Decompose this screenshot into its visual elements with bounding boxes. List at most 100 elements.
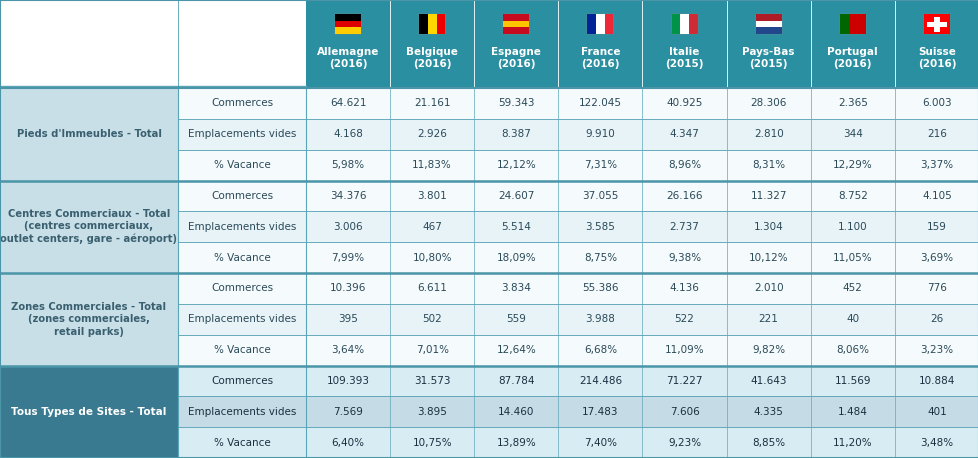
Text: 12,64%: 12,64% [496,345,536,355]
Bar [178,242,306,273]
Text: 7,01%: 7,01% [416,345,448,355]
Text: 8,31%: 8,31% [751,160,784,170]
Text: Centres Commerciaux - Total
(centres commerciaux,
outlet centers, gare - aéropor: Centres Commerciaux - Total (centres com… [1,209,177,245]
Bar [755,14,780,21]
Text: 7,99%: 7,99% [332,252,364,262]
Text: 11,09%: 11,09% [664,345,703,355]
Bar [894,427,978,458]
Bar [306,119,389,150]
Bar [473,88,557,119]
Text: 55.386: 55.386 [582,284,618,294]
Bar [306,427,389,458]
Bar [755,14,780,34]
Bar [642,304,726,335]
Bar [178,119,306,150]
Text: Commerces: Commerces [210,376,273,386]
Bar [755,21,780,27]
Text: 14.460: 14.460 [498,407,534,417]
Bar [923,14,949,34]
Text: % Vacance: % Vacance [213,252,270,262]
Bar [334,14,361,21]
Text: 395: 395 [337,314,358,324]
Bar [473,119,557,150]
Text: 8,75%: 8,75% [583,252,616,262]
Bar [419,14,445,34]
Text: 13,89%: 13,89% [496,437,536,447]
Bar [587,14,596,34]
Bar [389,211,473,242]
Text: 64.621: 64.621 [330,98,366,109]
Bar [0,0,306,88]
Text: 4.136: 4.136 [669,284,699,294]
Bar [178,273,306,304]
Bar [604,14,613,34]
Bar [306,242,389,273]
Text: Belgique
(2016): Belgique (2016) [406,47,458,69]
Bar [642,335,726,365]
Text: 11.327: 11.327 [750,191,786,201]
Bar [473,396,557,427]
Text: 26.166: 26.166 [666,191,702,201]
Text: 40.925: 40.925 [666,98,702,109]
Bar [389,273,473,304]
Text: 9,23%: 9,23% [667,437,700,447]
Bar [933,16,939,32]
Text: 8.752: 8.752 [837,191,867,201]
Text: 5,98%: 5,98% [332,160,364,170]
Bar [557,242,642,273]
Bar [334,21,361,27]
Text: Pays-Bas
(2015): Pays-Bas (2015) [741,47,794,69]
Bar [503,21,529,27]
Text: 1.304: 1.304 [753,222,782,232]
Text: 37.055: 37.055 [582,191,618,201]
Bar [689,14,697,34]
Bar [503,14,529,21]
Text: Emplacements vides: Emplacements vides [188,407,296,417]
Bar [755,27,780,34]
Bar [389,119,473,150]
Text: 17.483: 17.483 [582,407,618,417]
Text: 776: 776 [926,284,946,294]
Bar [306,365,389,396]
Bar [894,242,978,273]
Bar [642,365,726,396]
Text: 3.895: 3.895 [417,407,447,417]
Text: 10.884: 10.884 [917,376,955,386]
Text: 18,09%: 18,09% [496,252,536,262]
Bar [389,365,473,396]
Bar [503,27,529,34]
Text: 3.801: 3.801 [417,191,447,201]
Bar [894,304,978,335]
Text: 467: 467 [422,222,442,232]
Text: 24.607: 24.607 [498,191,534,201]
Text: 3,23%: 3,23% [919,345,953,355]
Bar [810,119,894,150]
Text: 502: 502 [422,314,442,324]
Text: Espagne
(2016): Espagne (2016) [491,47,541,69]
Text: 10,80%: 10,80% [412,252,452,262]
Bar [557,88,642,119]
Bar [680,14,689,34]
Text: 3,69%: 3,69% [919,252,953,262]
Bar [894,119,978,150]
Bar [334,27,361,34]
Text: France
(2016): France (2016) [580,47,619,69]
Bar [839,14,865,34]
Bar [810,211,894,242]
Bar [0,180,178,273]
Bar [726,427,810,458]
Bar [726,304,810,335]
Text: 522: 522 [674,314,693,324]
Text: 4.335: 4.335 [753,407,782,417]
Text: 2.737: 2.737 [669,222,699,232]
Bar [642,119,726,150]
Text: Emplacements vides: Emplacements vides [188,129,296,139]
Bar [849,14,865,34]
Bar [671,14,697,34]
Bar [810,242,894,273]
Bar [642,242,726,273]
Bar [642,427,726,458]
Bar [810,335,894,365]
Bar [894,396,978,427]
Text: Emplacements vides: Emplacements vides [188,222,296,232]
